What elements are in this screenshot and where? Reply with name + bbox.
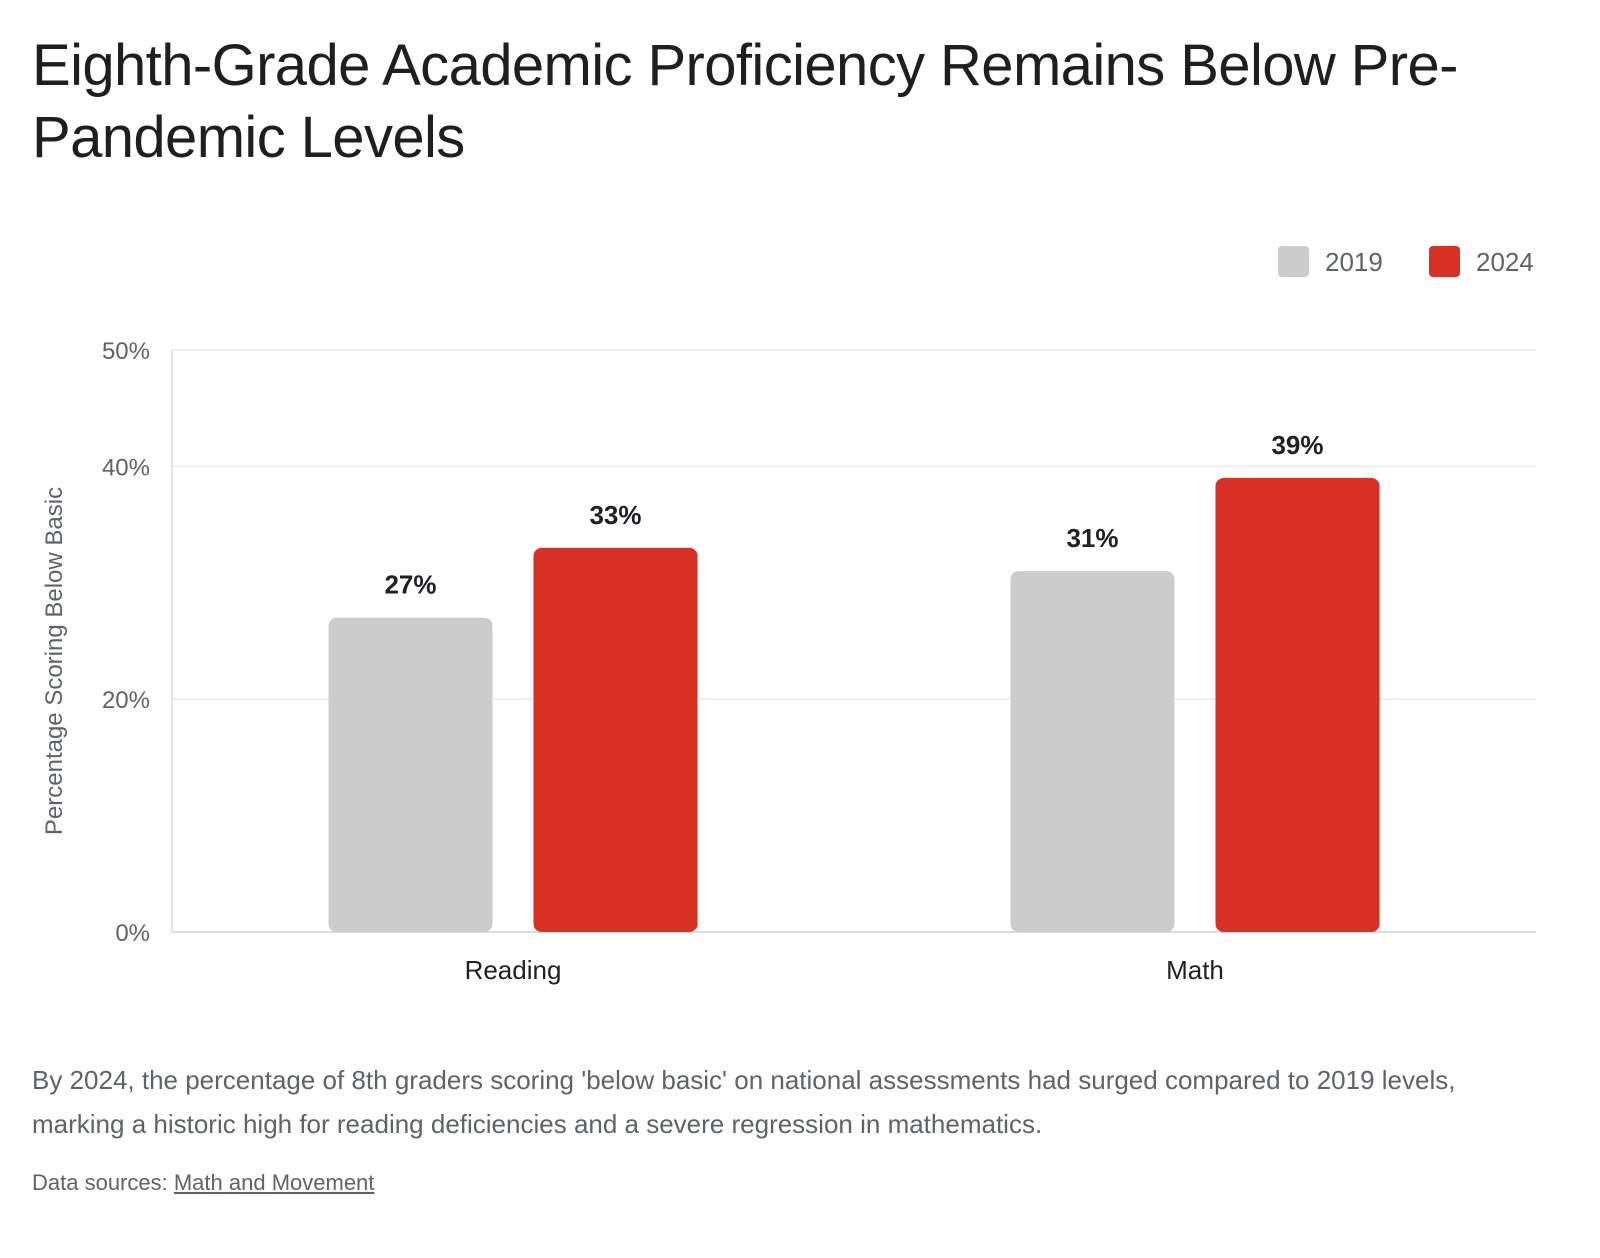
legend-swatch-2024 <box>1429 246 1460 277</box>
data-label: 27% <box>384 570 436 600</box>
chart-caption: By 2024, the percentage of 8th graders s… <box>32 1065 1456 1139</box>
legend-label: 2019 <box>1325 247 1383 277</box>
data-sources: Data sources: Math and Movement <box>32 1168 374 1198</box>
chart-title: Eighth-Grade Academic Proficiency Remain… <box>32 33 1458 170</box>
bar-math-2019 <box>1010 571 1175 932</box>
y-tick-label: 50% <box>102 338 150 365</box>
x-tick-label: Reading <box>465 955 562 985</box>
y-axis-title: Percentage Scoring Below Basic <box>41 487 68 835</box>
bar-reading-2024 <box>533 547 698 932</box>
y-tick-label: 20% <box>102 687 150 714</box>
data-sources-label: Data sources: <box>32 1170 168 1195</box>
legend-label: 2024 <box>1476 247 1534 277</box>
data-source-link[interactable]: Math and Movement <box>173 1170 375 1195</box>
data-label: 39% <box>1271 430 1323 460</box>
data-label: 33% <box>589 500 641 530</box>
bar-reading-2019 <box>328 617 493 932</box>
bar-math-2024 <box>1215 478 1380 932</box>
x-tick-label: Math <box>1166 955 1224 985</box>
y-tick-label: 0% <box>115 920 150 947</box>
bar-chart: 0% 20% 40% 50% Percentage Scoring Below Basi… <box>41 246 1536 985</box>
legend-swatch-2019 <box>1278 246 1309 277</box>
y-tick-label: 40% <box>102 454 150 481</box>
data-label: 31% <box>1066 523 1118 553</box>
